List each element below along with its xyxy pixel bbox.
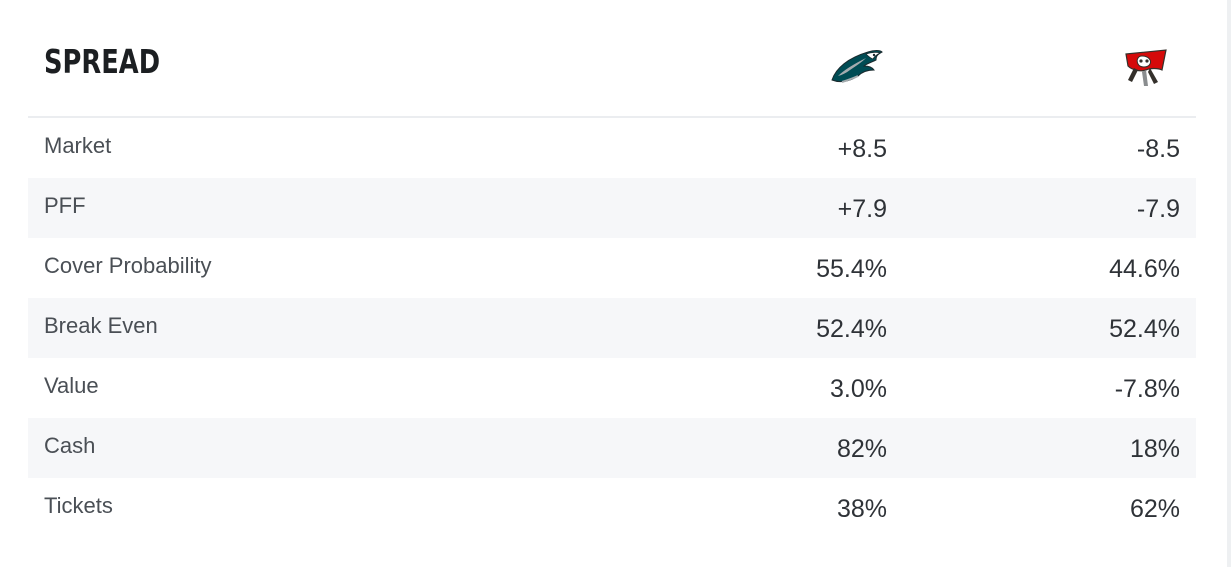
table-row: Market +8.5 -8.5	[28, 118, 1196, 178]
away-value: +8.5	[837, 135, 887, 163]
home-value: 44.6%	[1109, 255, 1180, 283]
row-label: Break Even	[44, 313, 158, 338]
home-value: -8.5	[1136, 135, 1180, 163]
row-label: PFF	[44, 193, 86, 218]
spread-table: Market +8.5 -8.5 PFF +7.9 -7.9 Cover Pro…	[28, 118, 1196, 538]
home-value: 18%	[1129, 435, 1180, 463]
table-row: Cash 82% 18%	[28, 418, 1196, 478]
row-label: Value	[44, 373, 99, 398]
row-label: Cover Probability	[44, 253, 212, 278]
away-value: 52.4%	[816, 315, 887, 343]
table-row: PFF +7.9 -7.9	[28, 178, 1196, 238]
home-value: 52.4%	[1109, 315, 1180, 343]
home-value: 62%	[1129, 495, 1180, 523]
home-value: -7.9	[1136, 195, 1180, 223]
home-value: -7.8%	[1114, 375, 1180, 403]
row-label: Tickets	[44, 493, 113, 518]
buccaneers-logo-icon	[1120, 46, 1176, 90]
away-value: 55.4%	[816, 255, 887, 283]
scroll-edge	[1227, 0, 1231, 567]
row-label: Cash	[44, 433, 96, 458]
away-value: +7.9	[837, 195, 887, 223]
table-row: Cover Probability 55.4% 44.6%	[28, 238, 1196, 298]
table-row: Break Even 52.4% 52.4%	[28, 298, 1196, 358]
spread-card: SPREAD Market +8.5	[28, 0, 1196, 567]
row-label: Market	[44, 133, 112, 158]
eagles-logo-icon	[828, 46, 884, 90]
away-value: 82%	[836, 435, 887, 463]
table-row: Tickets 38% 62%	[28, 478, 1196, 538]
away-value: 38%	[836, 495, 887, 523]
section-title: SPREAD	[44, 42, 161, 81]
away-value: 3.0%	[830, 375, 887, 403]
table-row: Value 3.0% -7.8%	[28, 358, 1196, 418]
spread-header: SPREAD	[28, 0, 1196, 118]
